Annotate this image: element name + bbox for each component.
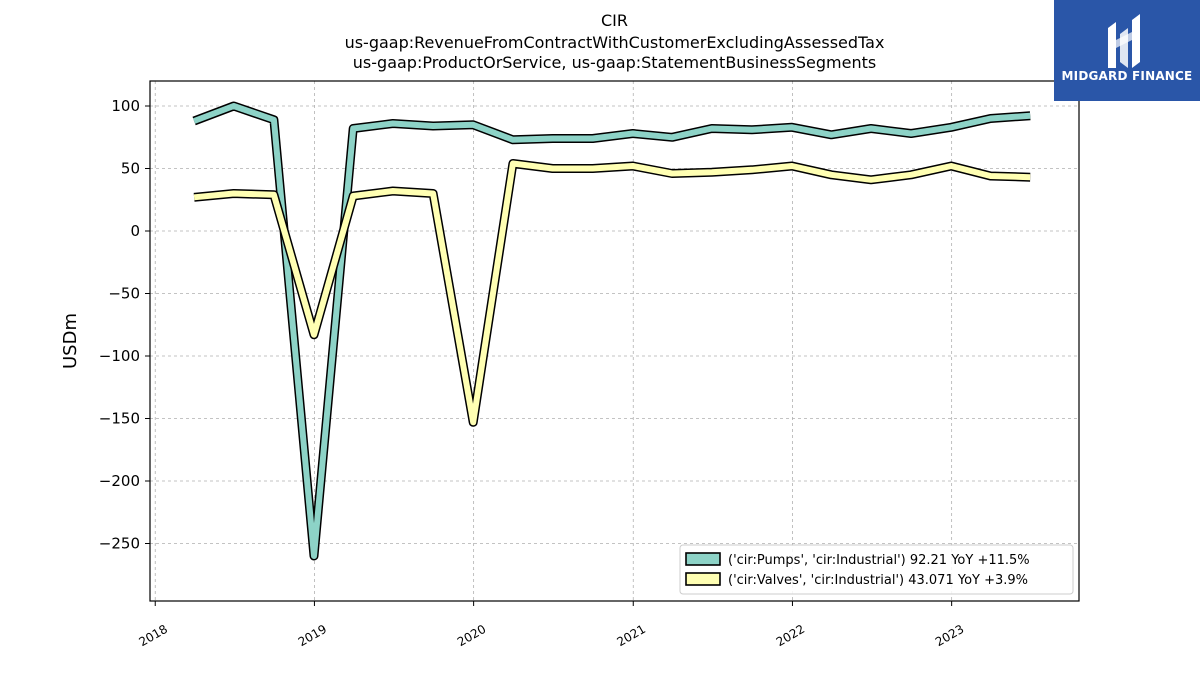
legend-entry: ('cir:Pumps', 'cir:Industrial') 92.21 Yo… — [728, 553, 1030, 568]
y-tick-label: −150 — [99, 410, 140, 428]
x-tick-label: 2019 — [296, 622, 329, 649]
y-tick-label: 0 — [130, 222, 140, 240]
grid-lines — [150, 81, 1079, 601]
y-tick-label: −200 — [99, 472, 140, 490]
legend-swatch — [685, 572, 721, 586]
x-tick-label: 2018 — [137, 622, 170, 649]
x-axis-ticks: 2018 2019 2020 2021 2022 2023 — [137, 601, 966, 649]
title-line-1: CIR — [601, 11, 628, 30]
midgard-logo-icon — [1108, 14, 1140, 68]
x-tick-label: 2023 — [933, 622, 966, 649]
legend-swatch — [685, 552, 721, 566]
chart-title: CIR us-gaap:RevenueFromContractWithCusto… — [345, 11, 885, 72]
y-tick-label: 50 — [121, 160, 140, 178]
brand-logo: MIDGARD FINANCE — [1054, 0, 1200, 101]
series-0-line — [193, 103, 1031, 559]
y-tick-label: −50 — [108, 285, 140, 303]
series-lines — [192, 101, 1031, 561]
y-axis-ticks: 100 50 0 −50 −100 −150 −200 −250 — [99, 97, 150, 553]
y-tick-label: 100 — [111, 97, 140, 115]
brand-name: MIDGARD FINANCE — [1061, 69, 1193, 83]
y-tick-label: −100 — [99, 347, 140, 365]
x-tick-label: 2020 — [455, 622, 488, 649]
legend-entry: ('cir:Valves', 'cir:Industrial') 43.071 … — [728, 573, 1028, 588]
plot-frame — [149, 80, 1080, 602]
y-tick-label: −250 — [99, 535, 140, 553]
x-tick-label: 2021 — [615, 622, 648, 649]
y-axis-label: USDm — [60, 313, 81, 369]
series-1-outline — [193, 159, 1031, 427]
title-line-3: us-gaap:ProductOrService, us-gaap:Statem… — [353, 53, 876, 72]
title-line-2: us-gaap:RevenueFromContractWithCustomerE… — [345, 33, 885, 52]
series-1-line — [193, 160, 1031, 426]
x-tick-label: 2022 — [774, 622, 807, 649]
legend-box — [679, 544, 1074, 595]
legend: ('cir:Pumps', 'cir:Industrial') 92.21 Yo… — [679, 544, 1074, 595]
